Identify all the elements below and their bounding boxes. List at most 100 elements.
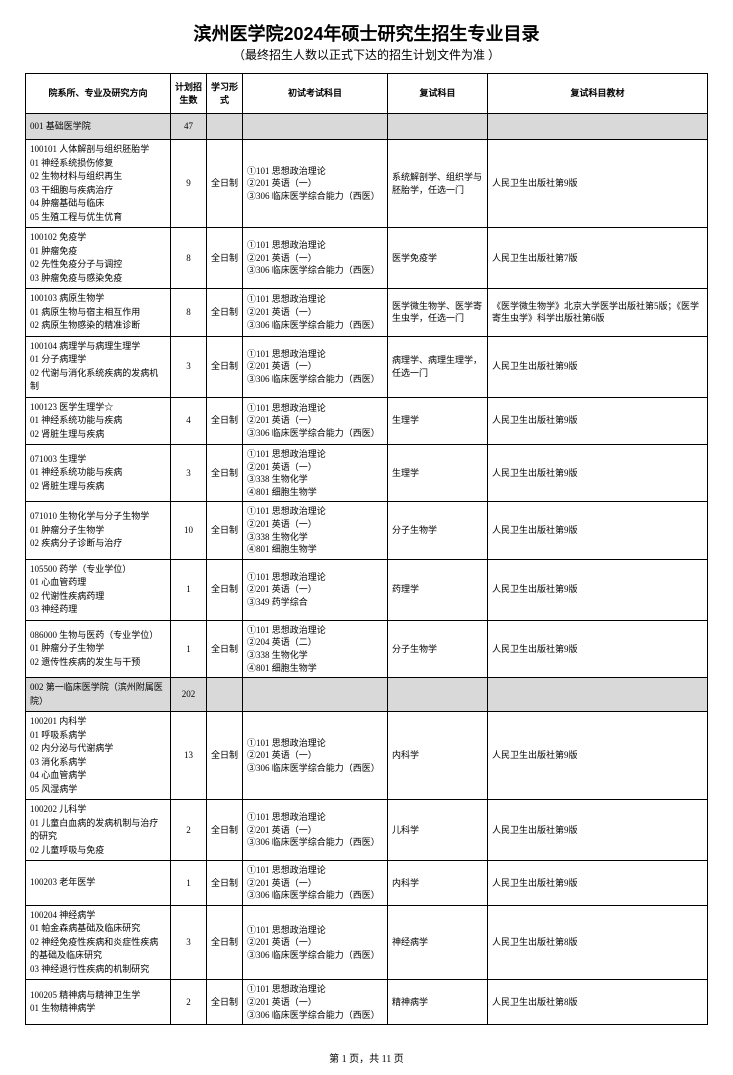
table-header-row: 院系所、专业及研究方向 计划招生数 学习形式 初试考试科目 复试科目 复试科目教… [26,74,708,114]
cell-initial: ①101 思想政治理论 ②201 英语（一） ③306 临床医学综合能力（西医） [243,905,388,980]
cell-major: 100201 内科学 01 呼吸系病学 02 内分泌与代谢病学 03 消化系病学… [26,712,171,800]
cell-plan: 1 [171,559,207,620]
cell-major: 071003 生理学 01 神经系统功能与疾病 02 肾脏生理与疾病 [26,445,171,502]
cell-major: 086000 生物与医药（专业学位） 01 肿瘤分子生物学 02 遗传性疾病的发… [26,620,171,677]
cell-retest: 分子生物学 [388,502,488,559]
section-blank [388,678,488,712]
cell-retest: 生理学 [388,445,488,502]
header-major: 院系所、专业及研究方向 [26,74,171,114]
cell-form: 全日制 [207,289,243,337]
cell-major: 100101 人体解剖与组织胚胎学 01 神经系统损伤修复 02 生物材料与组织… [26,140,171,228]
table-row: 100203 老年医学1全日制①101 思想政治理论 ②201 英语（一） ③3… [26,861,708,906]
cell-form: 全日制 [207,905,243,980]
section-blank [488,114,708,140]
cell-retest: 病理学、病理生理学，任选一门 [388,336,488,397]
cell-retest: 系统解剖学、组织学与胚胎学，任选一门 [388,140,488,228]
cell-material: 人民卫生出版社第9版 [488,445,708,502]
cell-form: 全日制 [207,620,243,677]
cell-plan: 13 [171,712,207,800]
section-plan: 202 [171,678,207,712]
section-row: 002 第一临床医学院（滨州附属医院）202 [26,678,708,712]
header-material: 复试科目教材 [488,74,708,114]
cell-form: 全日制 [207,336,243,397]
cell-initial: ①101 思想政治理论 ②201 英语（一） ③306 临床医学综合能力（西医） [243,228,388,289]
cell-material: 《医学微生物学》北京大学医学出版社第5版；《医学寄生虫学》科学出版社第6版 [488,289,708,337]
section-blank [243,678,388,712]
section-plan: 47 [171,114,207,140]
cell-initial: ①101 思想政治理论 ②201 英语（一） ③338 生物化学 ④801 细胞… [243,445,388,502]
section-label: 001 基础医学院 [26,114,171,140]
cell-initial: ①101 思想政治理论 ②201 英语（一） ③306 临床医学综合能力（西医） [243,800,388,861]
cell-material: 人民卫生出版社第9版 [488,620,708,677]
cell-major: 100204 神经病学 01 帕金森病基础及临床研究 02 神经免疫性疾病和炎症… [26,905,171,980]
cell-major: 100102 免疫学 01 肿瘤免疫 02 先性免疫分子与调控 03 肿瘤免疫与… [26,228,171,289]
cell-initial: ①101 思想政治理论 ②201 英语（一） ③306 临床医学综合能力（西医） [243,980,388,1025]
cell-form: 全日制 [207,559,243,620]
cell-material: 人民卫生出版社第9版 [488,397,708,445]
cell-major: 100103 病原生物学 01 病原生物与宿主相互作用 02 病原生物感染的精准… [26,289,171,337]
table-row: 100204 神经病学 01 帕金森病基础及临床研究 02 神经免疫性疾病和炎症… [26,905,708,980]
section-label: 002 第一临床医学院（滨州附属医院） [26,678,171,712]
cell-initial: ①101 思想政治理论 ②201 英语（一） ③349 药学综合 [243,559,388,620]
cell-material: 人民卫生出版社第9版 [488,800,708,861]
section-blank [243,114,388,140]
cell-material: 人民卫生出版社第9版 [488,140,708,228]
table-row: 100103 病原生物学 01 病原生物与宿主相互作用 02 病原生物感染的精准… [26,289,708,337]
header-form: 学习形式 [207,74,243,114]
cell-plan: 8 [171,228,207,289]
cell-material: 人民卫生出版社第9版 [488,712,708,800]
page-title: 滨州医学院2024年硕士研究生招生专业目录 [25,20,708,46]
table-row: 100201 内科学 01 呼吸系病学 02 内分泌与代谢病学 03 消化系病学… [26,712,708,800]
cell-major: 105500 药学（专业学位） 01 心血管药理 02 代谢性疾病药理 03 神… [26,559,171,620]
cell-material: 人民卫生出版社第9版 [488,861,708,906]
cell-major: 100203 老年医学 [26,861,171,906]
table-row: 100202 儿科学 01 儿童白血病的发病机制与治疗的研究 02 儿童呼吸与免… [26,800,708,861]
cell-initial: ①101 思想政治理论 ②201 英语（一） ③306 临床医学综合能力（西医） [243,140,388,228]
cell-plan: 3 [171,336,207,397]
cell-material: 人民卫生出版社第9版 [488,559,708,620]
cell-plan: 4 [171,397,207,445]
table-row: 100102 免疫学 01 肿瘤免疫 02 先性免疫分子与调控 03 肿瘤免疫与… [26,228,708,289]
cell-retest: 内科学 [388,712,488,800]
page-footer: 第 1 页，共 11 页 [25,1050,708,1065]
cell-initial: ①101 思想政治理论 ②201 英语（一） ③306 临床医学综合能力（西医） [243,397,388,445]
section-blank [207,678,243,712]
table-row: 100123 医学生理学☆ 01 神经系统功能与疾病 02 肾脏生理与疾病4全日… [26,397,708,445]
cell-form: 全日制 [207,397,243,445]
cell-form: 全日制 [207,445,243,502]
cell-major: 100123 医学生理学☆ 01 神经系统功能与疾病 02 肾脏生理与疾病 [26,397,171,445]
header-plan: 计划招生数 [171,74,207,114]
cell-initial: ①101 思想政治理论 ②201 英语（一） ③306 临床医学综合能力（西医） [243,861,388,906]
cell-retest: 神经病学 [388,905,488,980]
cell-plan: 1 [171,861,207,906]
table-row: 071010 生物化学与分子生物学 01 肿瘤分子生物学 02 疾病分子诊断与治… [26,502,708,559]
cell-material: 人民卫生出版社第7版 [488,228,708,289]
cell-major: 071010 生物化学与分子生物学 01 肿瘤分子生物学 02 疾病分子诊断与治… [26,502,171,559]
cell-major: 100104 病理学与病理生理学 01 分子病理学 02 代谢与消化系统疾病的发… [26,336,171,397]
header-retest: 复试科目 [388,74,488,114]
cell-plan: 3 [171,905,207,980]
cell-retest: 内科学 [388,861,488,906]
cell-material: 人民卫生出版社第9版 [488,336,708,397]
page-subtitle: （最终招生人数以正式下达的招生计划文件为准 ） [25,46,708,63]
cell-form: 全日制 [207,228,243,289]
cell-plan: 2 [171,980,207,1025]
section-blank [207,114,243,140]
cell-form: 全日制 [207,502,243,559]
cell-plan: 3 [171,445,207,502]
section-blank [388,114,488,140]
cell-retest: 医学免疫学 [388,228,488,289]
header-initial: 初试考试科目 [243,74,388,114]
catalog-table: 院系所、专业及研究方向 计划招生数 学习形式 初试考试科目 复试科目 复试科目教… [25,73,708,1025]
table-row: 100101 人体解剖与组织胚胎学 01 神经系统损伤修复 02 生物材料与组织… [26,140,708,228]
cell-initial: ①101 思想政治理论 ②201 英语（一） ③306 临床医学综合能力（西医） [243,289,388,337]
cell-retest: 分子生物学 [388,620,488,677]
cell-form: 全日制 [207,861,243,906]
cell-form: 全日制 [207,980,243,1025]
cell-plan: 10 [171,502,207,559]
cell-plan: 9 [171,140,207,228]
cell-material: 人民卫生出版社第9版 [488,502,708,559]
cell-retest: 药理学 [388,559,488,620]
table-row: 100205 精神病与精神卫生学 01 生物精神病学2全日制①101 思想政治理… [26,980,708,1025]
cell-major: 100202 儿科学 01 儿童白血病的发病机制与治疗的研究 02 儿童呼吸与免… [26,800,171,861]
